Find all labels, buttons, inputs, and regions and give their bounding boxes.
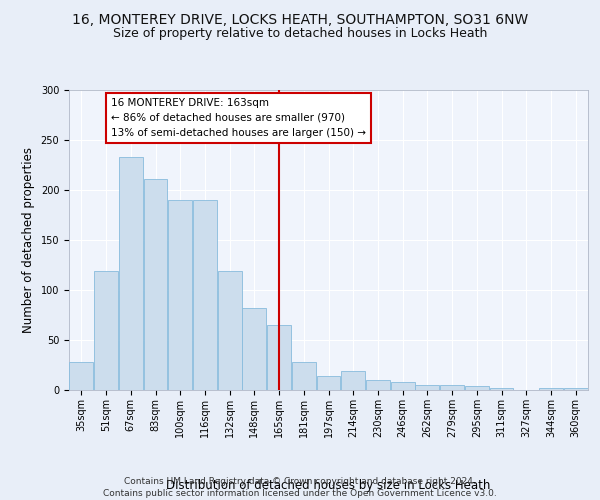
Bar (539, 388, 563, 390)
Bar (490, 388, 514, 390)
Text: Size of property relative to detached houses in Locks Heath: Size of property relative to detached ho… (113, 28, 487, 40)
Bar (143, 179, 167, 390)
Bar (70, 362, 94, 390)
Text: Contains HM Land Registry data © Crown copyright and database right 2024.: Contains HM Land Registry data © Crown c… (124, 478, 476, 486)
Bar (94, 271, 118, 390)
Bar (218, 271, 242, 390)
Bar (292, 362, 316, 390)
X-axis label: Distribution of detached houses by size in Locks Heath: Distribution of detached houses by size … (166, 478, 491, 492)
Text: 16 MONTEREY DRIVE: 163sqm
← 86% of detached houses are smaller (970)
13% of semi: 16 MONTEREY DRIVE: 163sqm ← 86% of detac… (111, 98, 366, 138)
Bar (391, 382, 415, 390)
Bar (440, 385, 464, 390)
Text: Contains public sector information licensed under the Open Government Licence v3: Contains public sector information licen… (103, 489, 497, 498)
Bar (415, 385, 439, 390)
Bar (267, 325, 291, 390)
Bar (366, 380, 390, 390)
Bar (168, 200, 192, 390)
Y-axis label: Number of detached properties: Number of detached properties (22, 147, 35, 333)
Bar (465, 386, 489, 390)
Bar (563, 388, 587, 390)
Bar (119, 157, 143, 390)
Bar (341, 371, 365, 390)
Bar (317, 376, 340, 390)
Text: 16, MONTEREY DRIVE, LOCKS HEATH, SOUTHAMPTON, SO31 6NW: 16, MONTEREY DRIVE, LOCKS HEATH, SOUTHAM… (72, 12, 528, 26)
Bar (242, 308, 266, 390)
Bar (193, 200, 217, 390)
